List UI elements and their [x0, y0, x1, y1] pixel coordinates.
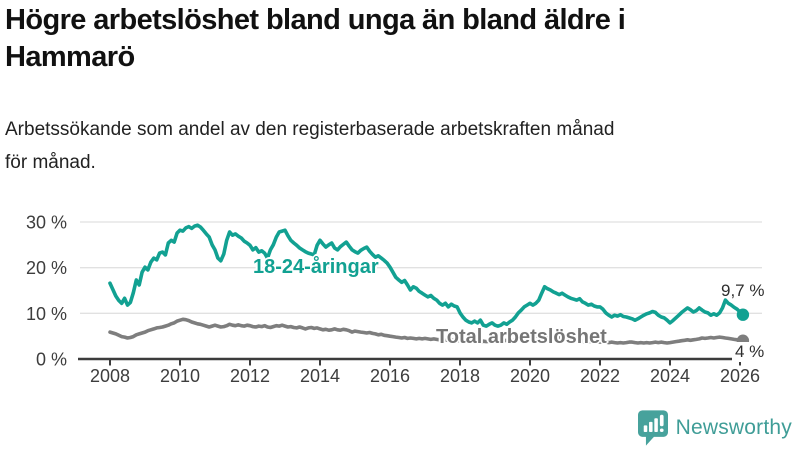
x-tick-label-2020: 2020	[510, 366, 550, 386]
series-label-youth: 18-24-åringar	[253, 256, 379, 278]
youth-end-value-label: 9,7 %	[721, 281, 765, 300]
logo-bar1	[643, 425, 647, 432]
x-tick-label-2022: 2022	[580, 366, 620, 386]
youth-series-end-dot	[736, 308, 750, 321]
logo-bubble	[637, 410, 668, 446]
x-tick-label-2018: 2018	[440, 366, 480, 386]
x-tick-label-2026: 2026	[720, 366, 760, 386]
y-tick-label-10: 10 %	[26, 304, 67, 324]
total-series-line	[108, 317, 745, 345]
chart-title: Högre arbetslöshet bland unga än bland ä…	[5, 2, 626, 76]
y-tick-label-0: 0 %	[36, 350, 67, 370]
total-end-value-label: 4 %	[732, 342, 768, 362]
x-tick-label-2024: 2024	[650, 366, 690, 386]
newsworthy-logo[interactable]: Newsworthy	[637, 410, 792, 446]
chart-subtitle-line2: för månad.	[5, 152, 96, 173]
youth-series-line	[108, 223, 745, 328]
chart-subtitle-line1: Arbetssökande som andel av den registerb…	[5, 119, 615, 140]
x-tick-label-2010: 2010	[160, 366, 200, 386]
newsworthy-logo-icon	[637, 410, 668, 446]
y-tick-label-30: 30 %	[26, 213, 67, 233]
series-label-total: Total arbetslöshet	[436, 326, 607, 348]
newsworthy-logo-text: Newsworthy	[675, 416, 792, 439]
x-tick-label-2014: 2014	[300, 366, 340, 386]
logo-exclamation-dot	[659, 428, 664, 432]
chart-subtitle: Arbetssökande som andel av den registerb…	[5, 113, 614, 179]
y-tick-label-20: 20 %	[26, 258, 67, 278]
chart-title-line1: Högre arbetslöshet bland unga än bland ä…	[5, 4, 626, 36]
logo-bar3	[653, 418, 658, 432]
x-tick-label-2012: 2012	[230, 366, 270, 386]
logo-exclamation-bar	[659, 414, 664, 427]
logo-bar2	[648, 421, 653, 432]
x-tick-label-2008: 2008	[90, 366, 130, 386]
chart-title-line2: Hammarö	[5, 41, 135, 73]
x-tick-label-2016: 2016	[370, 366, 410, 386]
